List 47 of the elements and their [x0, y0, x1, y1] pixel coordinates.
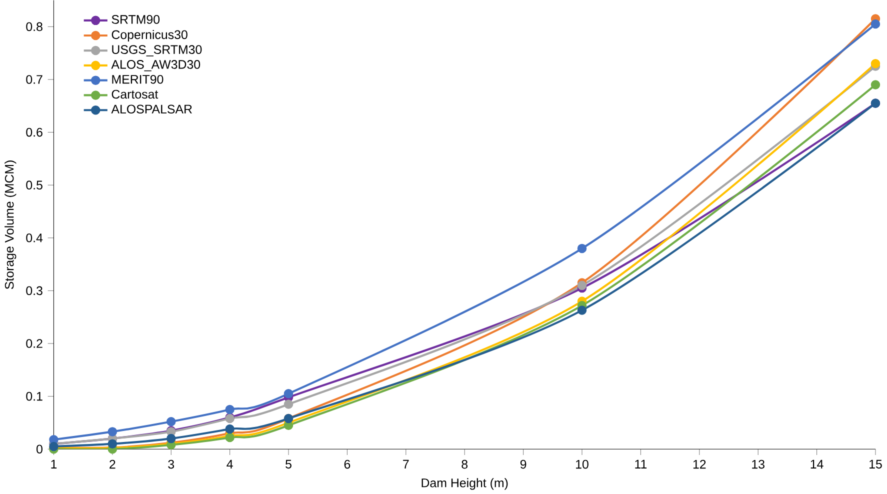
x-tick-label: 1 [51, 460, 57, 468]
legend-label: MERIT90 [112, 74, 164, 84]
x-tick-label: 3 [168, 460, 174, 469]
y-tick-label: 0.5 [26, 180, 42, 190]
x-tick-label: 7 [403, 460, 409, 468]
legend-label: ALOS_AW3D30 [111, 60, 200, 72]
legend-label: ALOSPALSAR [111, 104, 192, 114]
x-tick-label: 5 [286, 460, 292, 468]
x-tick-label: 8 [462, 460, 468, 469]
point [870, 19, 880, 28]
y-tick-label: 0 [36, 444, 42, 454]
point [166, 416, 176, 426]
x-tick-label: 4 [226, 460, 233, 468]
x-tick-label: 15 [870, 460, 882, 468]
point [870, 58, 880, 68]
point [108, 426, 118, 436]
y-axis-title: Storage Volume (MCM) [4, 160, 16, 289]
y-tick-label: 0.4 [26, 233, 43, 242]
y-tick-label: 0.7 [26, 74, 42, 84]
x-tick-label: 12 [693, 460, 706, 468]
point [577, 244, 587, 253]
point [225, 424, 234, 434]
x-tick-label: 14 [810, 460, 824, 468]
legend-label: Copernicus30 [112, 30, 188, 42]
point [577, 280, 587, 290]
legend-label: USGS_SRTM30 [112, 44, 202, 56]
point [577, 305, 587, 315]
point [225, 404, 234, 414]
y-tick-label: 0.2 [26, 338, 42, 348]
point [166, 434, 176, 444]
x-tick-label: 13 [752, 460, 764, 469]
x-tick-label: 6 [344, 460, 350, 469]
y-tick-label: 0.1 [26, 392, 42, 401]
x-axis-title: Dam Height (m) [422, 478, 508, 490]
y-tick-label: 0.8 [26, 22, 42, 31]
y-tick-label: 0.6 [26, 128, 42, 137]
point [870, 80, 880, 90]
x-tick-label: 9 [520, 460, 526, 469]
point [108, 439, 118, 448]
point [284, 399, 294, 409]
x-tick-label: 2 [110, 460, 116, 468]
legend-label: Cartosat [112, 90, 158, 98]
point [284, 388, 294, 398]
legend-label: SRTM90 [112, 14, 160, 24]
x-tick-label: 11 [635, 460, 647, 468]
x-tick-label: 10 [576, 460, 588, 469]
y-tick-label: 0.3 [26, 286, 42, 295]
